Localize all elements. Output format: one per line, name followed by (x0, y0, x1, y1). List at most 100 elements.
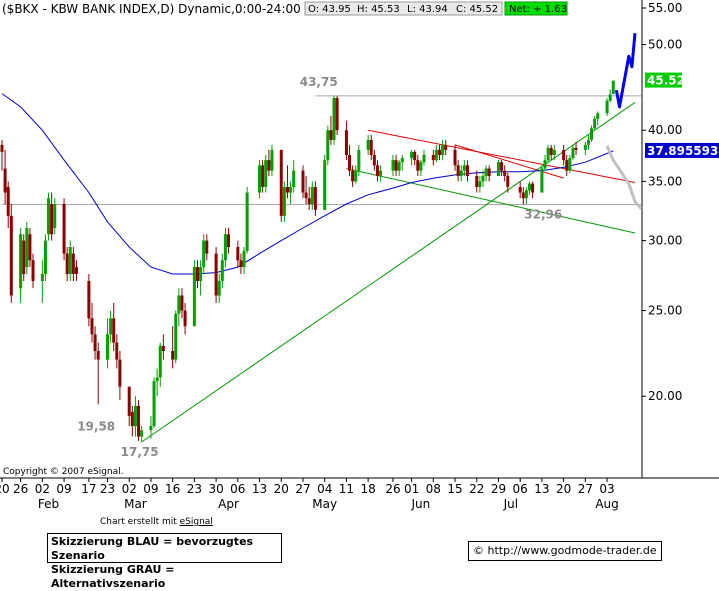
candle (593, 116, 597, 131)
candle-body (329, 130, 333, 140)
x-tick-label: 26 (385, 482, 400, 496)
candle (205, 234, 209, 261)
candle-body (109, 318, 113, 335)
candle (140, 426, 144, 442)
candle-body (258, 165, 262, 193)
candle (456, 160, 460, 182)
candle-body (546, 147, 550, 161)
candle (68, 240, 72, 282)
candle (90, 302, 94, 343)
candle-body (68, 247, 72, 274)
candle-body (289, 186, 293, 193)
ohlc-open: O: 43.95 (308, 4, 351, 15)
candle-body (605, 100, 609, 114)
candle (438, 144, 442, 161)
candle (74, 260, 78, 282)
y-tick-label: 50.00 (648, 38, 682, 52)
candle-body (608, 94, 612, 101)
candle (115, 334, 119, 369)
candle (500, 160, 504, 176)
candle-body (552, 149, 556, 155)
x-month-label: Jun (411, 497, 431, 511)
candle-body (431, 154, 435, 161)
candle-body (348, 154, 352, 171)
candle (434, 144, 438, 163)
x-tick-label: 20 (274, 482, 289, 496)
candle-body (565, 160, 569, 171)
candle (152, 377, 156, 429)
candle-body (220, 260, 224, 282)
candle (531, 181, 535, 199)
candle-body (354, 170, 358, 182)
credit-brand: eSignal (179, 517, 213, 527)
candle-body (369, 139, 373, 155)
website-url: http://www.godmode-trader.de (487, 544, 657, 557)
candle-body (441, 144, 445, 155)
candle (267, 149, 271, 176)
candle-body (19, 234, 23, 289)
candle (391, 154, 395, 176)
candle-body (195, 267, 199, 282)
candle-body (366, 139, 370, 150)
candle-body (3, 168, 7, 193)
x-month-label: Aug (595, 497, 618, 511)
candle (543, 154, 547, 171)
candle (227, 228, 231, 254)
candle (524, 186, 528, 205)
candle-body (518, 186, 522, 193)
candle-body (183, 310, 187, 327)
candle (546, 144, 550, 163)
candle-body (152, 381, 156, 427)
candle (518, 181, 522, 199)
candle-body (379, 170, 383, 176)
blue-scenario-arrow (614, 33, 637, 109)
candle (431, 149, 435, 166)
chart-background (0, 0, 719, 515)
ohlc-low: L: 43.94 (407, 4, 448, 15)
candle-body (180, 295, 184, 311)
credit-prefix: Chart erstellt mit (100, 517, 180, 527)
candle (329, 116, 333, 145)
candle-body (177, 295, 181, 314)
candle (506, 172, 510, 193)
candle (562, 144, 566, 166)
candle-body (242, 250, 246, 268)
candle (149, 415, 153, 439)
candle-body (397, 162, 401, 171)
trendline-red (368, 129, 636, 184)
net-change-bg (504, 1, 568, 16)
candle (9, 204, 13, 303)
candle (289, 181, 293, 205)
candle-body (22, 240, 26, 274)
candle-body (590, 128, 594, 140)
x-tick-label: 03 (599, 482, 614, 496)
x-month-label: Feb (38, 497, 59, 511)
candle (270, 144, 274, 176)
candle-body (444, 144, 448, 150)
x-tick-label: 04 (317, 482, 332, 496)
candle-body (217, 281, 221, 296)
scenario-sketches (605, 33, 643, 210)
candle (375, 160, 379, 182)
candle (413, 149, 417, 166)
candle (183, 302, 187, 335)
candle (161, 334, 165, 360)
candle-body (31, 260, 35, 282)
candle (332, 95, 336, 145)
price-annotation: 19,58 (77, 419, 115, 433)
candle (47, 192, 51, 241)
candle-body (28, 234, 32, 261)
candle-body (282, 186, 286, 216)
candle (503, 165, 507, 182)
trendline-green (141, 102, 636, 443)
candle (304, 175, 308, 205)
candle (496, 160, 500, 176)
candle (217, 273, 221, 303)
trendline-red (454, 144, 564, 179)
candle-body (71, 253, 75, 274)
candle-body (199, 267, 203, 282)
price-annotation: 43,75 (300, 75, 338, 89)
candle-body (459, 170, 463, 176)
x-tick-label: 09 (56, 482, 71, 496)
candle-body (344, 130, 348, 155)
